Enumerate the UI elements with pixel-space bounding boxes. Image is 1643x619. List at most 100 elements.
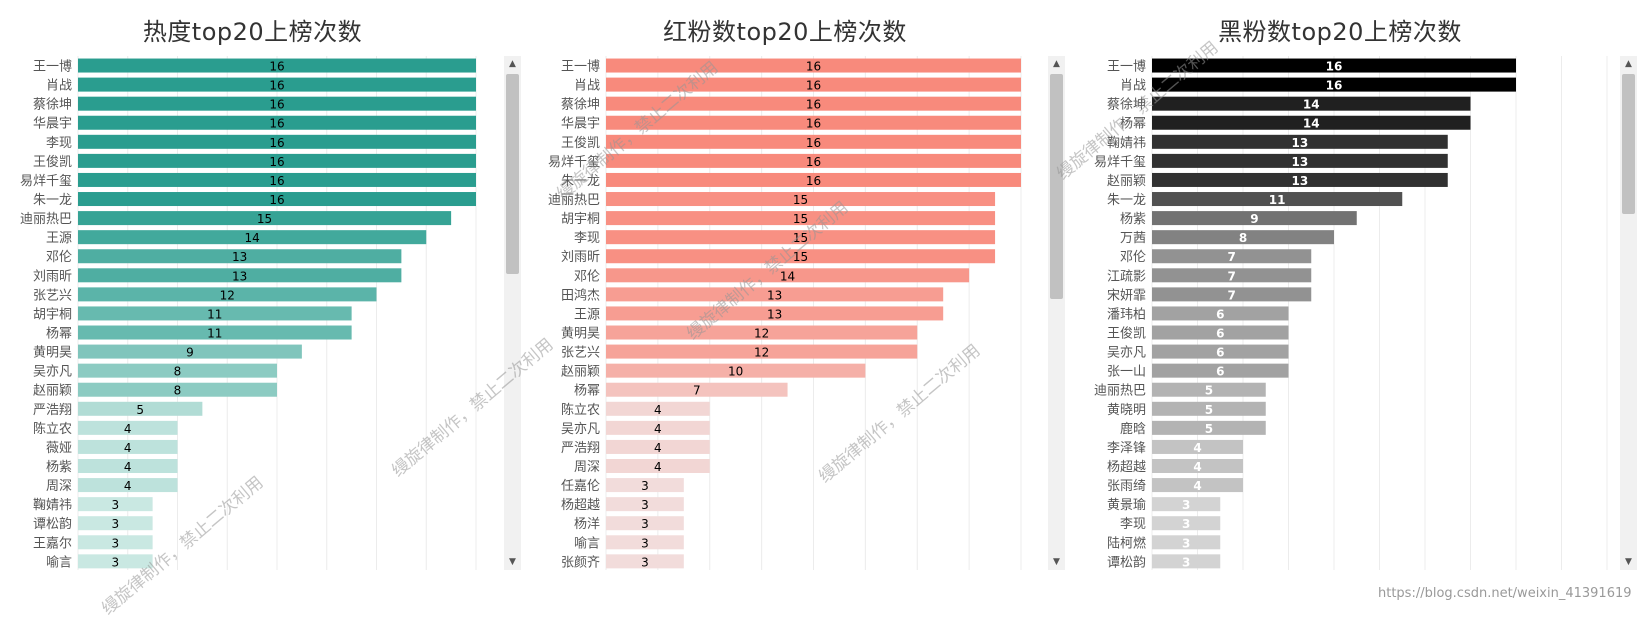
data-label: 3 <box>1182 517 1190 531</box>
category-label: 蔡徐坤 <box>33 98 72 113</box>
scrollbar[interactable]: ▲ ▼ <box>1620 56 1637 570</box>
data-label: 3 <box>641 536 649 550</box>
scroll-up-arrow-icon[interactable]: ▲ <box>1625 59 1632 69</box>
bar <box>78 153 476 168</box>
category-label: 杨超越 <box>561 498 600 513</box>
chart-title: 黑粉数top20上榜次数 <box>1218 18 1462 46</box>
bar <box>78 516 153 531</box>
category-label: 易烊千玺 <box>1094 155 1146 170</box>
data-label: 14 <box>1303 98 1320 112</box>
data-label: 3 <box>111 498 119 512</box>
scroll-down-arrow-icon[interactable]: ▼ <box>509 557 516 567</box>
data-label: 13 <box>1292 174 1309 188</box>
category-label: 王嘉尔 <box>33 536 72 551</box>
category-label: 杨幂 <box>574 384 600 399</box>
data-label: 5 <box>1205 384 1213 398</box>
bar <box>1152 363 1289 378</box>
category-label: 李现 <box>574 231 600 246</box>
bar <box>1152 115 1471 130</box>
bar <box>1152 439 1243 454</box>
bar <box>606 459 710 474</box>
scroll-thumb[interactable] <box>1622 74 1635 214</box>
category-label: 赵丽颖 <box>1107 174 1146 189</box>
bar <box>78 77 476 92</box>
data-label: 9 <box>186 346 194 360</box>
bar <box>1152 77 1516 92</box>
data-label: 13 <box>232 250 247 264</box>
category-label: 易烊千玺 <box>548 155 600 170</box>
category-label: 邓伦 <box>1120 250 1146 265</box>
bar <box>78 306 352 321</box>
bar <box>606 516 684 531</box>
scroll-up-arrow-icon[interactable]: ▲ <box>509 59 516 69</box>
bar <box>78 268 402 283</box>
bar <box>78 554 153 569</box>
category-label: 王俊凯 <box>1107 327 1146 342</box>
bar <box>606 439 710 454</box>
category-label: 朱一龙 <box>561 174 600 189</box>
category-label: 江疏影 <box>1107 269 1146 284</box>
data-label: 16 <box>269 155 284 169</box>
data-label: 3 <box>111 517 119 531</box>
data-label: 14 <box>244 231 259 245</box>
scroll-thumb[interactable] <box>506 74 519 274</box>
category-label: 黄景瑜 <box>1107 498 1146 513</box>
data-label: 16 <box>269 60 284 74</box>
category-label: 杨超越 <box>1107 460 1146 475</box>
category-label: 黄明昊 <box>561 327 600 342</box>
bar <box>1152 230 1334 245</box>
data-label: 16 <box>269 193 284 207</box>
bar <box>606 172 1021 187</box>
data-label: 6 <box>1216 307 1224 321</box>
category-label: 李现 <box>46 136 72 151</box>
bar <box>78 535 153 550</box>
category-label: 张颜齐 <box>561 554 600 570</box>
bar <box>1152 268 1312 283</box>
bar <box>606 420 710 435</box>
data-label: 11 <box>207 307 222 321</box>
data-label: 4 <box>1193 479 1201 493</box>
data-label: 14 <box>1303 117 1320 131</box>
scrollbar[interactable]: ▲ ▼ <box>504 56 521 570</box>
bar <box>78 420 178 435</box>
scroll-down-arrow-icon[interactable]: ▼ <box>1053 557 1060 567</box>
bar <box>606 96 1021 111</box>
category-label: 朱一龙 <box>1107 193 1146 208</box>
bar <box>78 497 153 512</box>
data-label: 16 <box>806 136 821 150</box>
bar <box>1152 516 1221 531</box>
chart-panel-red-fans: 红粉数top20上榜次数 王一博 16 肖战 16 蔡徐坤 16 华晨宇 16 王俊凯 16 易烊千… <box>525 0 1065 607</box>
category-label: 黄晓明 <box>1107 403 1146 418</box>
data-label: 16 <box>806 98 821 112</box>
data-label: 3 <box>1182 498 1190 512</box>
data-label: 3 <box>1182 536 1190 550</box>
bar <box>606 211 996 226</box>
bar <box>606 230 996 245</box>
data-label: 3 <box>641 479 649 493</box>
data-label: 8 <box>174 365 182 379</box>
category-label: 陆柯燃 <box>1107 535 1146 551</box>
data-label: 16 <box>806 155 821 169</box>
category-label: 杨紫 <box>46 460 72 475</box>
data-label: 4 <box>654 460 662 474</box>
data-label: 4 <box>124 422 132 436</box>
scroll-up-arrow-icon[interactable]: ▲ <box>1053 59 1060 69</box>
data-label: 15 <box>793 193 808 207</box>
bar <box>1152 306 1289 321</box>
scrollbar[interactable]: ▲ ▼ <box>1048 56 1065 570</box>
bar <box>1152 134 1448 149</box>
data-label: 8 <box>174 384 182 398</box>
category-label: 肖战 <box>574 79 600 94</box>
scroll-thumb[interactable] <box>1050 74 1063 299</box>
data-label: 7 <box>693 384 701 398</box>
scroll-down-arrow-icon[interactable]: ▼ <box>1625 557 1632 567</box>
category-label: 肖战 <box>46 79 72 94</box>
bar <box>1152 535 1221 550</box>
bar <box>1152 153 1448 168</box>
category-label: 黄明昊 <box>33 346 72 361</box>
category-label: 周深 <box>574 460 600 475</box>
data-label: 6 <box>1216 327 1224 341</box>
bar <box>606 382 788 397</box>
data-label: 12 <box>220 288 235 302</box>
category-label: 任嘉伦 <box>561 479 600 494</box>
